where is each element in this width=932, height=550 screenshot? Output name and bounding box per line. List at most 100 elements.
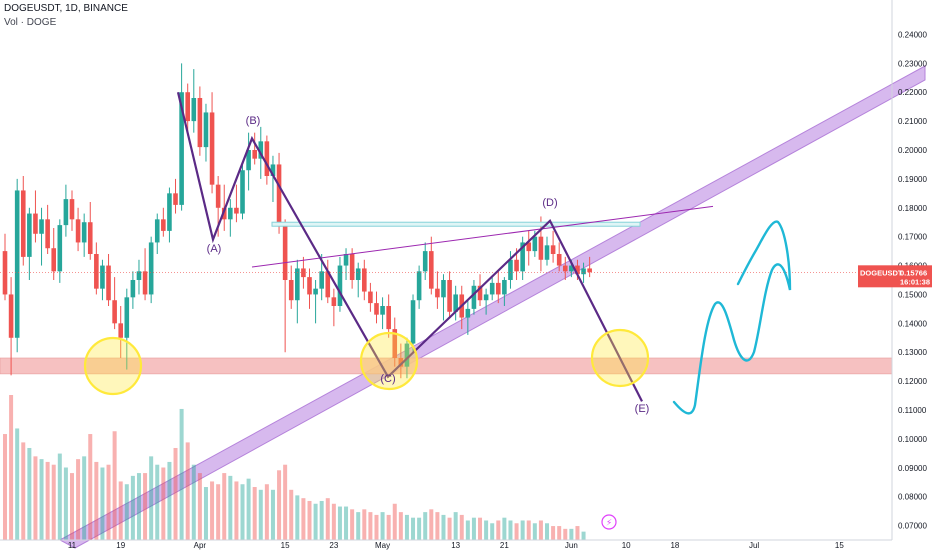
candle-body xyxy=(209,112,215,185)
candle-body xyxy=(69,199,75,220)
candle-body xyxy=(465,308,471,318)
volume-bar xyxy=(575,526,580,540)
volume-bar xyxy=(307,500,312,540)
candle-body xyxy=(191,98,197,122)
candle-body xyxy=(429,251,434,289)
highlight-circles[interactable] xyxy=(83,328,650,396)
price-tick-label: 0.10000 xyxy=(898,435,927,444)
candle-body xyxy=(185,92,190,122)
candle-body xyxy=(520,242,525,272)
candle-body xyxy=(368,291,373,304)
candle-body xyxy=(57,225,63,272)
volume-bar xyxy=(313,503,318,540)
volume-bar xyxy=(423,512,428,540)
candle-body xyxy=(100,265,105,289)
highlight-circle xyxy=(590,328,650,388)
price-tick-label: 0.11000 xyxy=(898,406,927,415)
candle-body xyxy=(20,190,26,257)
time-tick-label: 13 xyxy=(451,541,460,550)
candle-body xyxy=(173,193,178,205)
volume-bar xyxy=(478,517,483,540)
volume-bar xyxy=(277,470,282,540)
wave-label: (A) xyxy=(207,243,222,255)
candle-body xyxy=(550,245,556,254)
volume-bar xyxy=(532,523,537,540)
volume-bars xyxy=(3,395,586,540)
volume-bar xyxy=(234,481,239,540)
price-tag-price: 0.15766 xyxy=(900,268,927,277)
price-tick-label: 0.08000 xyxy=(898,493,927,502)
candle-body xyxy=(544,245,550,260)
volume-bar xyxy=(368,512,373,540)
volume-bar xyxy=(155,464,160,540)
wave-label: (E) xyxy=(635,403,650,415)
candle-body xyxy=(569,265,574,272)
volume-bar xyxy=(88,434,93,540)
candle-body xyxy=(319,271,324,289)
volume-bar xyxy=(490,523,495,540)
candle-body xyxy=(380,306,385,315)
candle-body xyxy=(477,285,483,301)
volume-bar xyxy=(289,489,294,540)
resistance-box xyxy=(271,221,641,227)
candle-body xyxy=(441,280,446,298)
volume-bar xyxy=(246,478,251,540)
candle-body xyxy=(483,294,489,301)
volume-bar xyxy=(9,395,14,540)
volume-bar xyxy=(210,481,215,540)
candle-body xyxy=(51,248,57,272)
drawing-lines[interactable] xyxy=(0,91,892,415)
candle-body xyxy=(362,268,367,292)
volume-bar xyxy=(386,514,391,540)
volume-bar xyxy=(264,484,269,540)
candle-body xyxy=(514,259,519,272)
projection-sketch xyxy=(672,220,792,415)
volume-bar xyxy=(453,512,458,540)
volume-bar xyxy=(526,520,531,540)
candle-body xyxy=(422,251,428,272)
volume-bar xyxy=(417,517,422,540)
candle-body xyxy=(301,268,306,278)
volume-bar xyxy=(398,512,403,540)
candle-body xyxy=(81,222,87,243)
volume-bar xyxy=(39,459,44,540)
candle-body xyxy=(295,268,300,301)
volume-bar xyxy=(45,461,50,540)
volume-bar xyxy=(283,464,288,540)
candle-body xyxy=(581,268,586,275)
chart-symbol-title: DOGEUSDT, 1D, BINANCE xyxy=(4,3,128,14)
volume-bar xyxy=(331,503,336,540)
candle-body xyxy=(374,303,379,315)
volume-bar xyxy=(295,495,300,540)
volume-bar xyxy=(471,517,476,540)
price-tag-symbol: DOGEUSDT xyxy=(860,268,903,277)
candle-body xyxy=(234,207,239,214)
volume-bar xyxy=(569,528,574,540)
volume-bar xyxy=(240,484,245,540)
wave-label: (C) xyxy=(380,373,395,385)
price-tick-label: 0.17000 xyxy=(898,233,927,242)
price-tick-label: 0.13000 xyxy=(898,348,927,357)
candle-body xyxy=(410,300,416,344)
price-tag-box xyxy=(858,265,932,288)
candle-body xyxy=(45,219,50,249)
volume-bar xyxy=(63,467,68,540)
volume-bar xyxy=(69,473,74,540)
lightning-icon[interactable]: ⚡ xyxy=(601,514,617,530)
candle-body xyxy=(124,297,130,338)
volume-bar xyxy=(57,453,62,540)
candle-body xyxy=(197,98,203,148)
time-tick-label: 23 xyxy=(329,541,338,550)
candle-body xyxy=(526,242,532,252)
volume-bar xyxy=(484,520,489,540)
volume-bar xyxy=(435,512,440,540)
price-tag-countdown: 16:01:38 xyxy=(900,277,930,286)
price-tick-label: 0.15000 xyxy=(898,290,927,299)
volume-bar xyxy=(216,484,221,540)
volume-bar xyxy=(149,456,154,540)
candle-body xyxy=(33,213,38,234)
highlight-circle xyxy=(359,331,419,391)
price-tick-label: 0.09000 xyxy=(898,464,927,473)
volume-indicator-label: Vol · DOGE xyxy=(4,17,57,28)
